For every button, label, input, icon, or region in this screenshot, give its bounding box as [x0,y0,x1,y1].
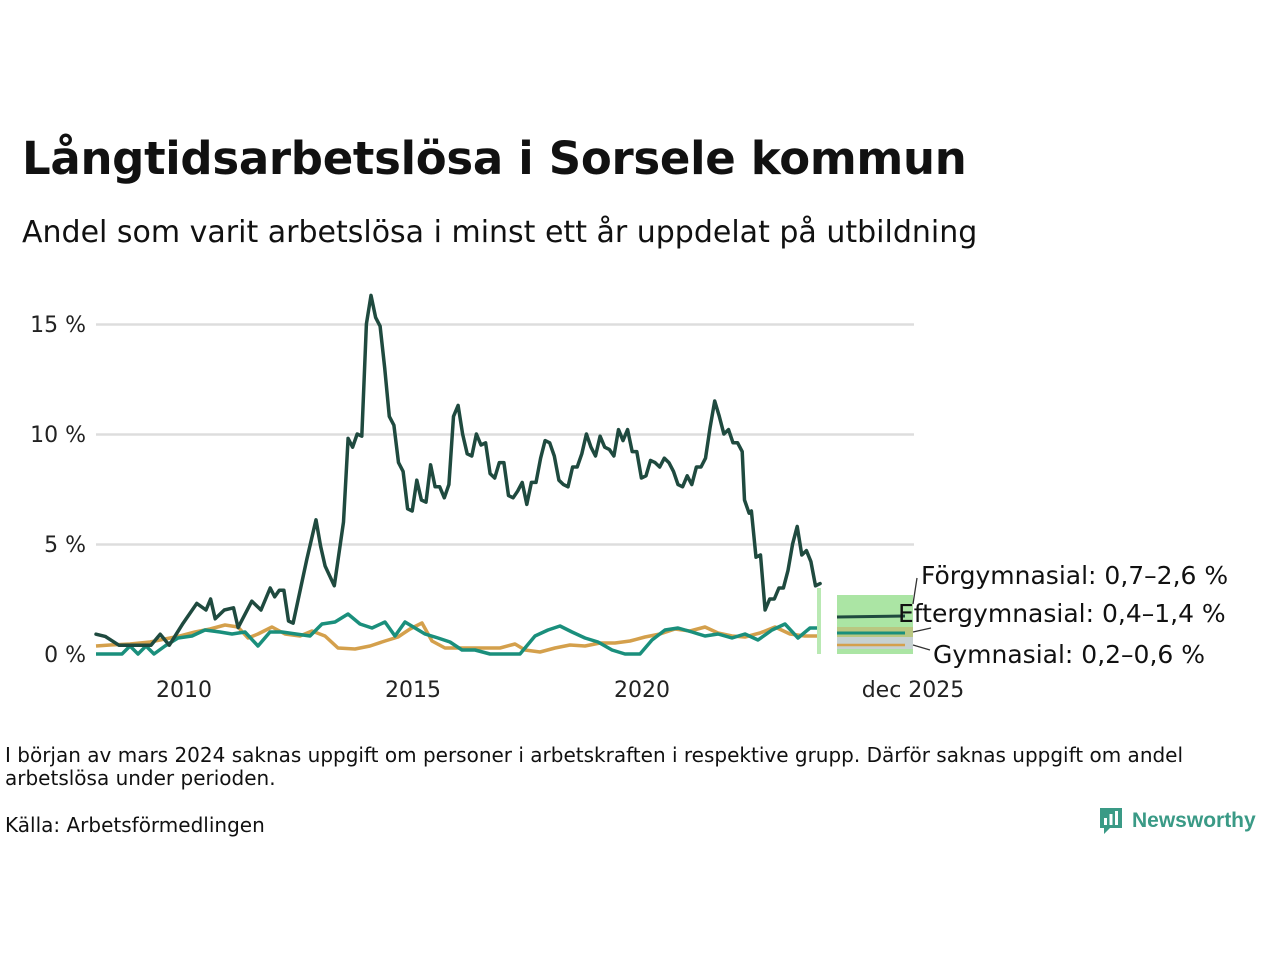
y-tick-label-0: 0 % [44,643,86,668]
x-tick-label-2015: 2015 [385,678,441,703]
series-line-eftergymnasial [95,621,817,654]
y-tick-label-15: 15 % [30,313,86,338]
forecast-band-gap-fill [817,588,821,654]
connector-forgymnasial [912,577,918,605]
series-line-forgymnasial [94,293,822,647]
annotation-connectors [912,577,932,651]
connector-eftergymnasial [912,627,932,633]
newsworthy-logo-icon [1100,808,1122,834]
forecast-line-forgymnasial [836,614,906,619]
forecast-lines [836,614,906,647]
y-tick-label-5: 5 % [44,533,86,558]
series-label-eftergymnasial: Eftergymnasial: 0,4–1,4 % [898,599,1226,628]
newsworthy-logo: Newsworthy [1098,806,1256,836]
chart-subtitle: Andel som varit arbetslösa i minst ett å… [22,215,978,250]
x-tick-label-dec-2025: dec 2025 [862,678,965,703]
series-label-forgymnasial: Förgymnasial: 0,7–2,6 % [921,561,1228,590]
x-tick-label-2010: 2010 [156,678,212,703]
connector-gymnasial [912,644,931,651]
forecast-band-gymnasial [837,637,913,649]
footnote: I början av mars 2024 saknas uppgift om … [5,743,1184,790]
x-tick-label-2020: 2020 [614,678,670,703]
chart-title: Långtidsarbetslösa i Sorsele kommun [22,132,967,185]
gridlines [96,323,914,546]
source-line: Källa: Arbetsförmedlingen [5,813,265,837]
series-line-gymnasial [96,612,817,656]
y-axis-labels: 15 % 10 % 5 % 0 % [30,313,86,668]
series-label-gymnasial: Gymnasial: 0,2–0,6 % [933,640,1205,669]
series-annotations: Förgymnasial: 0,7–2,6 % Eftergymnasial: … [898,561,1228,669]
x-axis-labels: 2010 2015 2020 dec 2025 [156,678,964,703]
line-chart: 15 % 10 % 5 % 0 % 2010 2015 2020 dec 202… [30,293,1228,703]
y-tick-label-10: 10 % [30,423,86,448]
newsworthy-logo-text: Newsworthy [1132,809,1256,832]
